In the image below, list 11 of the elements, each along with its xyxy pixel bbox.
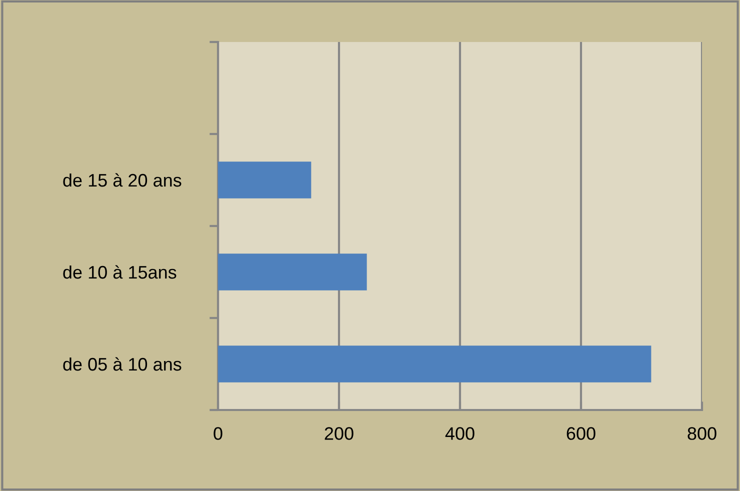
x-tick-label: 400 (445, 427, 474, 440)
x-tick-label: 200 (324, 427, 354, 440)
y-tick-label: de 15 à 20 ans (63, 173, 182, 187)
x-tick-label: 0 (214, 427, 222, 440)
x-tick-label: 800 (688, 427, 716, 440)
y-tick-label: de 10 à 15ans (63, 265, 176, 279)
x-tick-label: 600 (566, 427, 596, 440)
y-tick-label: de 05 à 10 ans (63, 357, 182, 371)
bar (218, 254, 367, 290)
bar (218, 162, 312, 198)
bar (218, 346, 652, 382)
